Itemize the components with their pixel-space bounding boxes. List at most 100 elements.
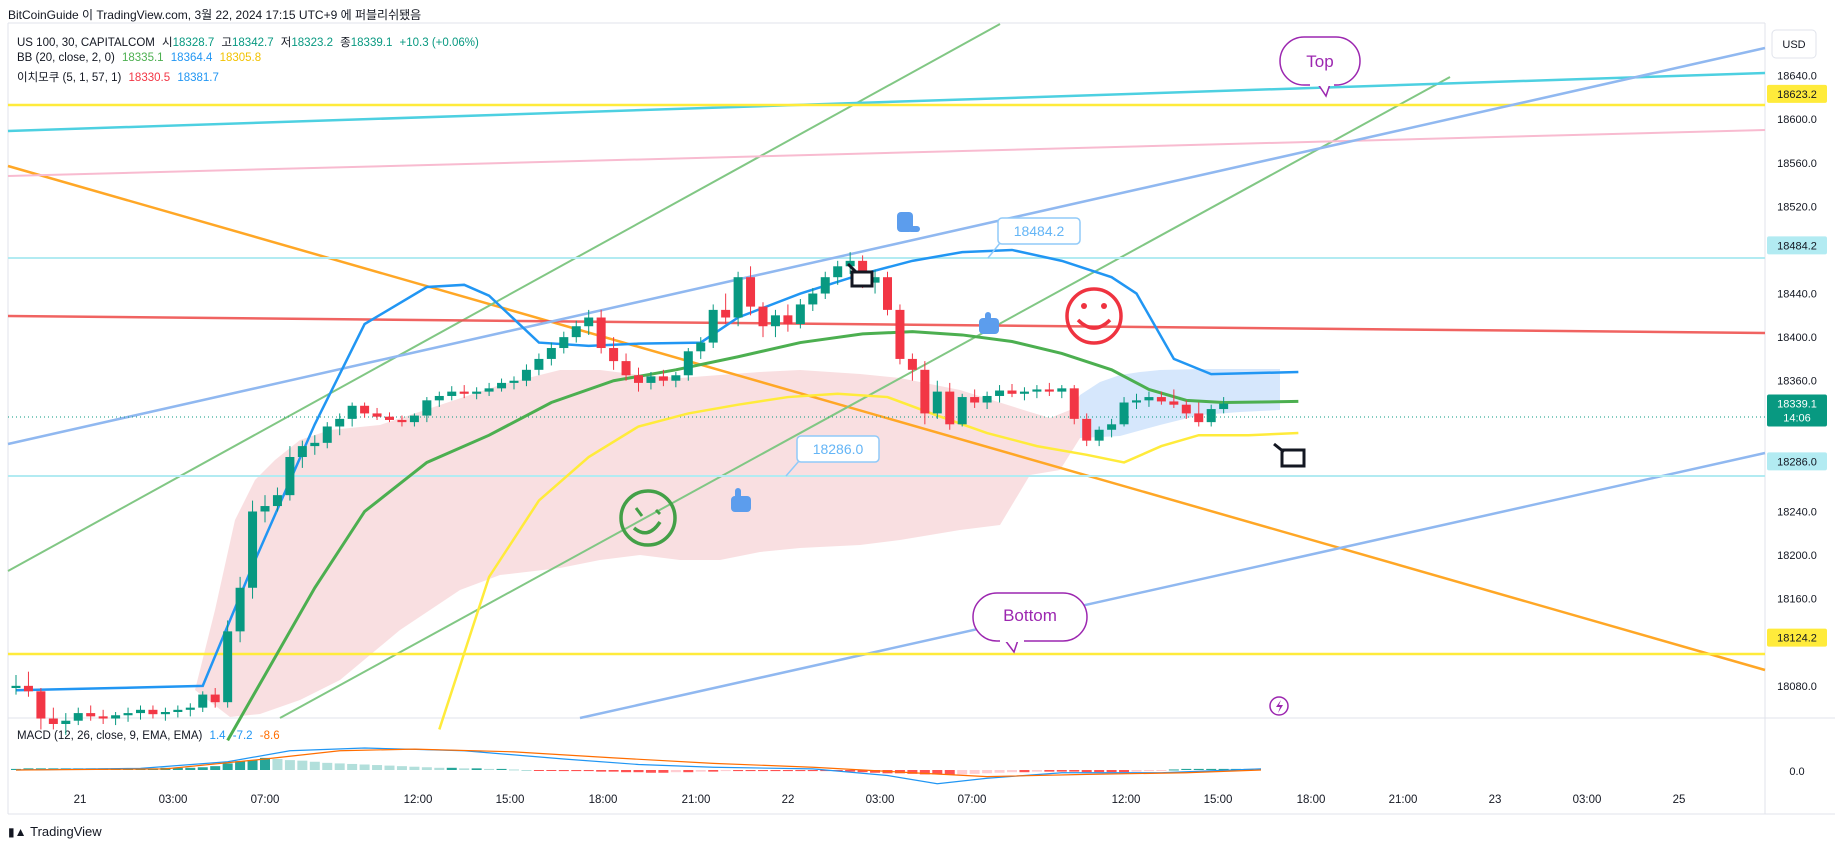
candle-body — [73, 713, 83, 721]
candle — [123, 707, 133, 722]
lightning-icon[interactable] — [1269, 696, 1289, 716]
price-tick-label: 18440.0 — [1777, 289, 1817, 301]
time-tick-label: 03:00 — [159, 794, 188, 806]
ichimoku-label: 이치모쿠 (5, 1, 57, 1) — [17, 72, 122, 84]
candle-body — [173, 709, 183, 712]
pointing-hand-icon[interactable] — [846, 262, 874, 288]
macd-hist-bar — [496, 768, 507, 770]
macd-hist-bar — [857, 770, 868, 773]
candle-body — [260, 506, 270, 512]
candle-body — [658, 376, 668, 381]
candle-body — [484, 388, 494, 392]
candle — [1082, 413, 1092, 447]
tv-logo-icon: ▮▲ — [8, 825, 27, 839]
price-tag-cyan: 18286.0 — [1767, 452, 1827, 471]
candle-body — [447, 391, 457, 396]
candles-group[interactable] — [11, 252, 1229, 735]
candle-body — [1181, 404, 1191, 414]
macd-hist-bar — [284, 760, 295, 770]
candle-body — [285, 457, 295, 496]
pointing-hand-icon[interactable] — [1273, 442, 1306, 468]
candle — [932, 380, 942, 419]
candle-body — [945, 391, 955, 425]
ichimoku-legend[interactable]: 이치모쿠 (5, 1, 57, 1) 18330.5 18381.7 — [17, 69, 223, 85]
macd-hist-bar — [982, 770, 993, 774]
macd-hist-bar — [384, 765, 395, 770]
pointing-hand-icon[interactable] — [731, 488, 751, 512]
macd-legend[interactable]: MACD (12, 26, close, 9, EMA, EMA) 1.4 -7… — [17, 730, 284, 742]
candle — [61, 713, 71, 735]
drawings-layer[interactable] — [7, 23, 1766, 720]
candle-body — [235, 587, 245, 632]
candle-body — [646, 376, 656, 383]
smiley-wink-icon[interactable] — [619, 489, 677, 547]
candle — [1019, 387, 1029, 401]
callout-high-price[interactable]: 18484.2 — [987, 217, 1081, 259]
smiley-happy-icon[interactable] — [1065, 287, 1123, 345]
candle-body — [634, 375, 643, 383]
candle — [372, 407, 382, 420]
macd-hist-bar — [845, 770, 856, 772]
time-tick-label: 22 — [782, 794, 795, 806]
ohlc-low-key: 저 — [280, 37, 292, 49]
bb-legend[interactable]: BB (20, close, 2, 0) 18335.1 18364.4 183… — [17, 52, 265, 64]
callout-bottom[interactable]: Bottom — [972, 592, 1088, 654]
pointing-hand-icon[interactable] — [979, 312, 999, 334]
callout-low-price[interactable]: 18286.0 — [785, 435, 880, 477]
candle-body — [472, 391, 482, 394]
macd-hist-bar — [558, 770, 569, 772]
macd-zero-tick: 0.0 — [1789, 766, 1804, 778]
time-axis[interactable]: 21 03:00 07:00 12:00 15:00 18:00 21:00 22 03:00 0… — [74, 794, 1686, 806]
candle — [36, 688, 46, 730]
candle-body — [1107, 424, 1117, 430]
price-tick-label: 18360.0 — [1777, 376, 1817, 388]
currency-button[interactable]: USD — [1771, 29, 1817, 59]
price-tick-label: 18560.0 — [1777, 158, 1817, 170]
macd-hist-bar — [347, 763, 358, 770]
macd-hist-bar — [297, 760, 308, 770]
macd-hist-bar — [1181, 768, 1192, 770]
candle-body — [434, 395, 444, 401]
candle — [497, 378, 507, 392]
candle-body — [23, 685, 33, 692]
candle — [434, 391, 444, 407]
candle — [1181, 400, 1191, 419]
candle-body — [509, 380, 519, 383]
time-tick-label: 03:00 — [1573, 794, 1602, 806]
candle — [833, 260, 843, 285]
macd-hist-bar — [272, 759, 283, 770]
macd-hist-bar — [1056, 770, 1067, 772]
callout-top[interactable]: Top — [1279, 36, 1361, 98]
time-tick-label: 21:00 — [1389, 794, 1418, 806]
macd-hist-bar — [222, 763, 233, 770]
candle-body — [48, 718, 58, 724]
pointing-hand-icon[interactable] — [897, 212, 920, 232]
candle-body — [671, 375, 681, 381]
macd-hist-bar — [546, 770, 557, 771]
candle-body — [783, 315, 793, 325]
tradingview-logo[interactable]: ▮▲ TradingView — [8, 824, 102, 839]
candle — [1107, 418, 1117, 438]
time-tick-label: 07:00 — [251, 794, 280, 806]
candle — [995, 385, 1005, 403]
symbol-name[interactable]: US 100, 30, CAPITALCOM — [17, 37, 155, 49]
price-axis[interactable]: 18640.0 18600.0 18560.0 18520.0 18440.0 18400… — [1777, 71, 1817, 693]
candle — [86, 705, 96, 721]
time-tick-label: 15:00 — [1204, 794, 1233, 806]
currency-label: USD — [1782, 39, 1805, 51]
candle — [820, 271, 830, 299]
candle — [1032, 385, 1042, 399]
macd-hist-bar — [919, 770, 930, 775]
time-tick-label: 25 — [1673, 794, 1686, 806]
macd-hist-bar — [509, 769, 519, 771]
candle — [260, 495, 270, 523]
price-tag-text: 18339.1 — [1777, 398, 1817, 410]
trendline-orange — [7, 164, 1766, 672]
candle — [658, 369, 668, 387]
candle — [148, 705, 158, 719]
candle — [721, 293, 731, 325]
candle — [198, 691, 208, 712]
candle-body — [322, 426, 332, 443]
macd-hist-bar — [944, 770, 955, 775]
